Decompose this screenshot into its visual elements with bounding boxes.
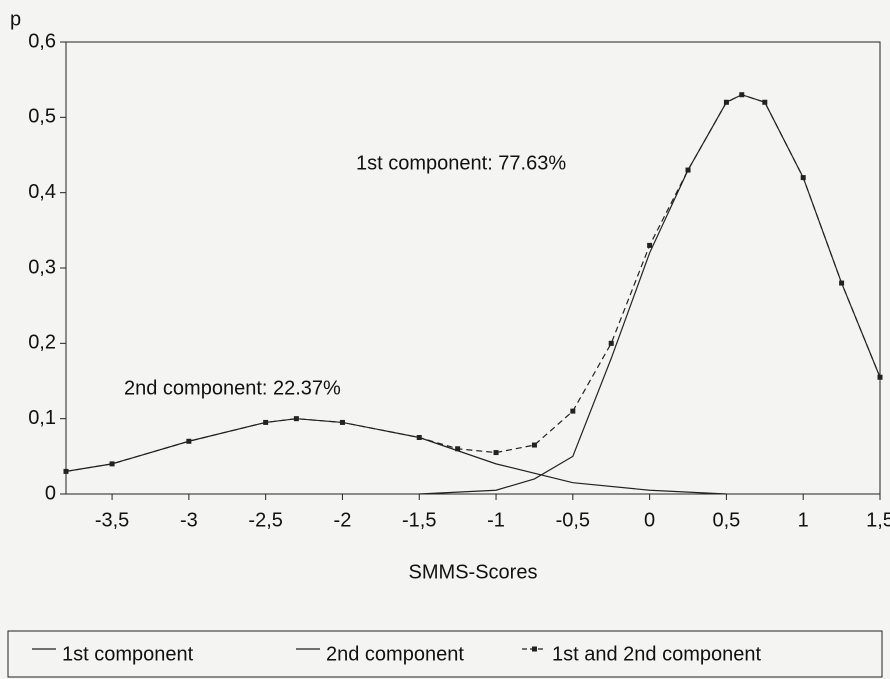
plot-frame: [65, 41, 881, 495]
x-tick-label: -3,5: [95, 509, 129, 531]
point: [800, 175, 806, 181]
point: [416, 435, 422, 440]
y-tick-label: 0: [45, 482, 56, 504]
point: [186, 438, 192, 444]
point: [339, 419, 345, 425]
point: [685, 167, 691, 173]
x-tick-label: -1,5: [402, 509, 436, 531]
point: [570, 408, 576, 414]
x-tick-label: 1,5: [866, 509, 890, 531]
point: [531, 442, 537, 448]
point: [455, 446, 461, 452]
y-tick-label: 0,6: [28, 30, 56, 52]
x-tick-label: -3: [180, 509, 198, 531]
legend-marker: [532, 646, 537, 652]
x-tick-label: -1: [487, 509, 505, 531]
point: [263, 419, 269, 425]
x-tick-label: 0: [644, 509, 655, 531]
legend-label: 2nd component: [326, 643, 464, 665]
y-tick-label: 0,3: [28, 256, 56, 278]
point: [493, 450, 499, 456]
point: [293, 416, 299, 422]
x-tick-label: -0,5: [556, 509, 590, 531]
point: [762, 99, 768, 105]
point: [877, 374, 883, 380]
point: [839, 280, 845, 286]
point: [739, 92, 745, 98]
point: [647, 242, 653, 248]
annotation: 2nd component: 22.37%: [124, 377, 341, 399]
x-tick-label: -2: [334, 509, 352, 531]
x-axis-label: SMMS-Scores: [409, 561, 538, 583]
legend-label: 1st component: [62, 643, 194, 665]
x-tick-label: -2,5: [248, 509, 282, 531]
series-line: [65, 418, 727, 495]
y-tick-label: 0,1: [28, 407, 56, 429]
legend-label: 1st and 2nd component: [552, 643, 761, 665]
x-tick-label: 1: [798, 509, 809, 531]
y-axis-label: p: [10, 8, 21, 30]
y-tick-label: 0,2: [28, 332, 56, 354]
point: [109, 461, 115, 467]
legend-box: [7, 630, 883, 678]
point: [723, 99, 729, 105]
x-tick-label: 0,5: [713, 509, 741, 531]
y-tick-label: 0,4: [28, 181, 56, 203]
annotation: 1st component: 77.63%: [356, 152, 566, 174]
series-line: [65, 94, 881, 472]
point: [608, 340, 614, 346]
y-tick-label: 0,5: [28, 106, 56, 128]
point: [63, 468, 69, 474]
